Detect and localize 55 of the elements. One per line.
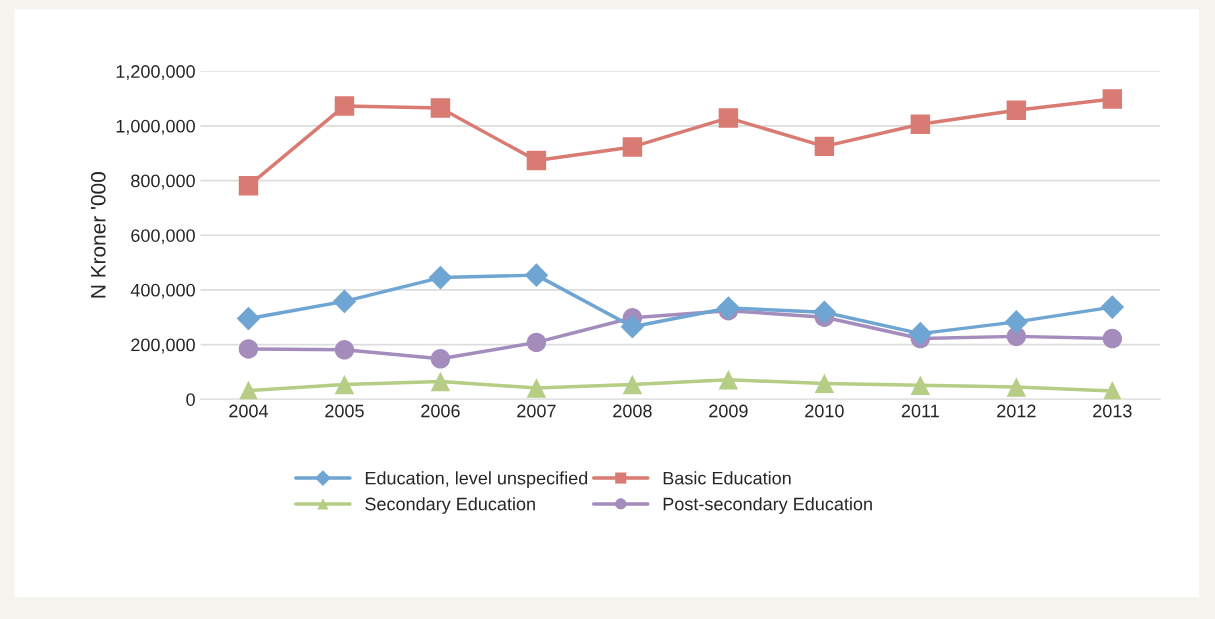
point <box>430 349 451 369</box>
x-tick-label: 2010 <box>805 404 844 418</box>
point <box>334 340 355 360</box>
point <box>622 137 643 157</box>
point <box>238 380 259 400</box>
point <box>430 98 451 118</box>
point <box>1100 295 1125 319</box>
y-tick-label: 800,000 <box>131 174 195 190</box>
y-tick-label: 0 <box>186 393 195 406</box>
point <box>620 315 645 339</box>
y-tick-label: 1,000,000 <box>116 119 195 135</box>
x-tick-label: 2012 <box>997 404 1036 418</box>
point <box>334 374 355 395</box>
point <box>718 108 739 128</box>
x-tick-label: 2007 <box>517 404 556 418</box>
point <box>1102 89 1123 109</box>
y-axis-title: N Kroner '000 <box>90 172 106 298</box>
point <box>1006 100 1027 120</box>
y-tick-label: 200,000 <box>131 338 195 354</box>
x-tick-label: 2005 <box>325 404 364 418</box>
point <box>908 321 933 346</box>
point <box>814 373 835 394</box>
point <box>236 306 261 331</box>
point <box>1102 328 1123 349</box>
point <box>526 150 547 171</box>
point <box>718 370 739 390</box>
legend-label: Education, level unspecified <box>365 471 588 489</box>
point <box>910 375 931 396</box>
point <box>910 114 931 134</box>
point <box>814 136 835 157</box>
point <box>812 300 837 325</box>
point <box>526 378 547 398</box>
x-tick-label: 2009 <box>709 404 748 418</box>
x-tick-label: 2004 <box>229 404 269 418</box>
legend-label: Basic Education <box>663 471 791 485</box>
point <box>238 339 259 359</box>
x-tick-label: 2008 <box>613 404 652 418</box>
point <box>332 289 357 314</box>
legend-label: Secondary Education <box>365 497 535 514</box>
legend-label: Post-secondary Education <box>663 497 872 514</box>
point <box>430 371 451 392</box>
point <box>1006 377 1027 397</box>
x-tick-label: 2006 <box>421 404 460 418</box>
point <box>1004 310 1029 334</box>
point <box>526 332 547 353</box>
point <box>524 263 549 287</box>
point <box>238 176 259 196</box>
point <box>428 265 453 290</box>
x-tick-label: 2011 <box>901 404 939 418</box>
y-tick-label: 1,200,000 <box>116 65 195 81</box>
y-tick-label: 600,000 <box>131 229 195 245</box>
point <box>622 374 643 395</box>
point <box>334 96 355 116</box>
x-tick-label: 2013 <box>1093 404 1132 418</box>
y-tick-label: 400,000 <box>130 283 195 299</box>
